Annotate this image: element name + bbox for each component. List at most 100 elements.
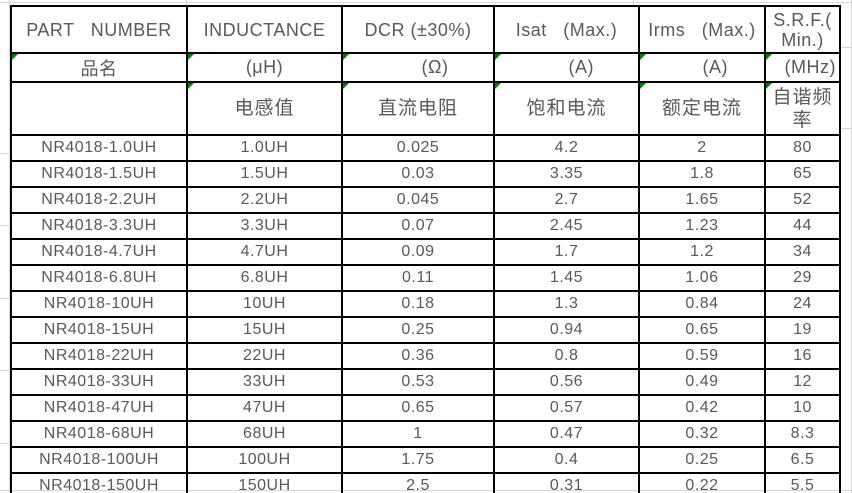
unit-irms[interactable]: (A) <box>638 52 766 83</box>
cell-isat[interactable]: 0.31 <box>493 472 640 493</box>
cell-irms[interactable]: 0.84 <box>638 290 766 318</box>
cell-dcr[interactable]: 0.65 <box>341 394 495 422</box>
cn-part-number[interactable] <box>10 81 188 136</box>
cell-dcr[interactable]: 1 <box>341 420 495 448</box>
cell-isat[interactable]: 0.4 <box>493 446 640 474</box>
cell-dcr[interactable]: 0.09 <box>341 238 495 266</box>
unit-srf[interactable]: (MHz) <box>764 52 841 83</box>
cell-dcr[interactable]: 2.5 <box>341 472 495 493</box>
cell-dcr[interactable]: 0.045 <box>341 186 495 214</box>
cell-part-number[interactable]: NR4018-15UH <box>10 316 188 344</box>
cell-irms[interactable]: 0.22 <box>638 472 766 493</box>
cell-isat[interactable]: 0.57 <box>493 394 640 422</box>
cell-part-number[interactable]: NR4018-2.2UH <box>10 186 188 214</box>
cell-isat[interactable]: 2.7 <box>493 186 640 214</box>
cell-inductance[interactable]: 1.5UH <box>186 160 343 188</box>
header-inductance[interactable]: INDUCTANCE <box>186 5 343 54</box>
cell-srf[interactable]: 5.5 <box>764 472 841 493</box>
cell-part-number[interactable]: NR4018-1.5UH <box>10 160 188 188</box>
cell-dcr[interactable]: 0.11 <box>341 264 495 292</box>
cell-isat[interactable]: 4.2 <box>493 134 640 162</box>
header-dcr[interactable]: DCR (±30%) <box>341 5 495 54</box>
cell-isat[interactable]: 3.35 <box>493 160 640 188</box>
cell-inductance[interactable]: 150UH <box>186 472 343 493</box>
cell-part-number[interactable]: NR4018-68UH <box>10 420 188 448</box>
cn-srf[interactable]: 自谐频 率 <box>764 81 841 136</box>
cell-irms[interactable]: 1.06 <box>638 264 766 292</box>
cell-irms[interactable]: 0.42 <box>638 394 766 422</box>
cell-part-number[interactable]: NR4018-3.3UH <box>10 212 188 240</box>
cell-irms[interactable]: 0.59 <box>638 342 766 370</box>
unit-dcr[interactable]: (Ω) <box>341 52 495 83</box>
cell-part-number[interactable]: NR4018-10UH <box>10 290 188 318</box>
cell-irms[interactable]: 0.49 <box>638 368 766 396</box>
cn-isat[interactable]: 饱和电流 <box>493 81 640 136</box>
header-part-number[interactable]: PART NUMBER <box>10 5 188 54</box>
cell-inductance[interactable]: 6.8UH <box>186 264 343 292</box>
cell-part-number[interactable]: NR4018-47UH <box>10 394 188 422</box>
cell-dcr[interactable]: 0.36 <box>341 342 495 370</box>
cell-part-number[interactable]: NR4018-22UH <box>10 342 188 370</box>
cell-irms[interactable]: 1.8 <box>638 160 766 188</box>
cell-isat[interactable]: 2.45 <box>493 212 640 240</box>
unit-isat[interactable]: (A) <box>493 52 640 83</box>
cell-srf[interactable]: 10 <box>764 394 841 422</box>
cell-inductance[interactable]: 2.2UH <box>186 186 343 214</box>
cell-srf[interactable]: 6.5 <box>764 446 841 474</box>
cell-srf[interactable]: 80 <box>764 134 841 162</box>
header-irms[interactable]: Irms (Max.) <box>638 5 766 54</box>
cell-part-number[interactable]: NR4018-150UH <box>10 472 188 493</box>
cell-inductance[interactable]: 1.0UH <box>186 134 343 162</box>
cell-inductance[interactable]: 68UH <box>186 420 343 448</box>
cell-irms[interactable]: 0.25 <box>638 446 766 474</box>
cell-srf[interactable]: 44 <box>764 212 841 240</box>
cell-dcr[interactable]: 0.025 <box>341 134 495 162</box>
cell-part-number[interactable]: NR4018-6.8UH <box>10 264 188 292</box>
cell-isat[interactable]: 1.45 <box>493 264 640 292</box>
unit-part-number[interactable]: 品名 <box>10 52 188 83</box>
cell-inductance[interactable]: 15UH <box>186 316 343 344</box>
cell-srf[interactable]: 65 <box>764 160 841 188</box>
cell-dcr[interactable]: 0.25 <box>341 316 495 344</box>
cell-srf[interactable]: 19 <box>764 316 841 344</box>
cell-irms[interactable]: 1.2 <box>638 238 766 266</box>
cell-isat[interactable]: 0.47 <box>493 420 640 448</box>
cell-srf[interactable]: 24 <box>764 290 841 318</box>
unit-inductance[interactable]: (μH) <box>186 52 343 83</box>
cell-irms[interactable]: 1.23 <box>638 212 766 240</box>
cell-inductance[interactable]: 33UH <box>186 368 343 396</box>
cell-part-number[interactable]: NR4018-100UH <box>10 446 188 474</box>
cell-inductance[interactable]: 10UH <box>186 290 343 318</box>
cell-inductance[interactable]: 4.7UH <box>186 238 343 266</box>
cell-part-number[interactable]: NR4018-4.7UH <box>10 238 188 266</box>
cell-irms[interactable]: 0.32 <box>638 420 766 448</box>
cell-irms[interactable]: 1.65 <box>638 186 766 214</box>
cell-isat[interactable]: 1.7 <box>493 238 640 266</box>
cell-irms[interactable]: 2 <box>638 134 766 162</box>
cell-inductance[interactable]: 47UH <box>186 394 343 422</box>
cn-inductance[interactable]: 电感值 <box>186 81 343 136</box>
header-srf[interactable]: S.R.F.( Min.) <box>764 5 841 54</box>
cell-srf[interactable]: 29 <box>764 264 841 292</box>
cn-dcr[interactable]: 直流电阻 <box>341 81 495 136</box>
cell-dcr[interactable]: 0.07 <box>341 212 495 240</box>
cell-isat[interactable]: 0.94 <box>493 316 640 344</box>
cell-dcr[interactable]: 1.75 <box>341 446 495 474</box>
cell-isat[interactable]: 0.56 <box>493 368 640 396</box>
cell-isat[interactable]: 0.8 <box>493 342 640 370</box>
cn-irms[interactable]: 额定电流 <box>638 81 766 136</box>
cell-irms[interactable]: 0.65 <box>638 316 766 344</box>
cell-srf[interactable]: 16 <box>764 342 841 370</box>
cell-part-number[interactable]: NR4018-33UH <box>10 368 188 396</box>
cell-inductance[interactable]: 100UH <box>186 446 343 474</box>
cell-dcr[interactable]: 0.03 <box>341 160 495 188</box>
cell-dcr[interactable]: 0.18 <box>341 290 495 318</box>
cell-inductance[interactable]: 22UH <box>186 342 343 370</box>
cell-inductance[interactable]: 3.3UH <box>186 212 343 240</box>
cell-srf[interactable]: 52 <box>764 186 841 214</box>
cell-part-number[interactable]: NR4018-1.0UH <box>10 134 188 162</box>
cell-srf[interactable]: 8.3 <box>764 420 841 448</box>
cell-srf[interactable]: 34 <box>764 238 841 266</box>
header-isat[interactable]: Isat (Max.) <box>493 5 640 54</box>
cell-srf[interactable]: 12 <box>764 368 841 396</box>
